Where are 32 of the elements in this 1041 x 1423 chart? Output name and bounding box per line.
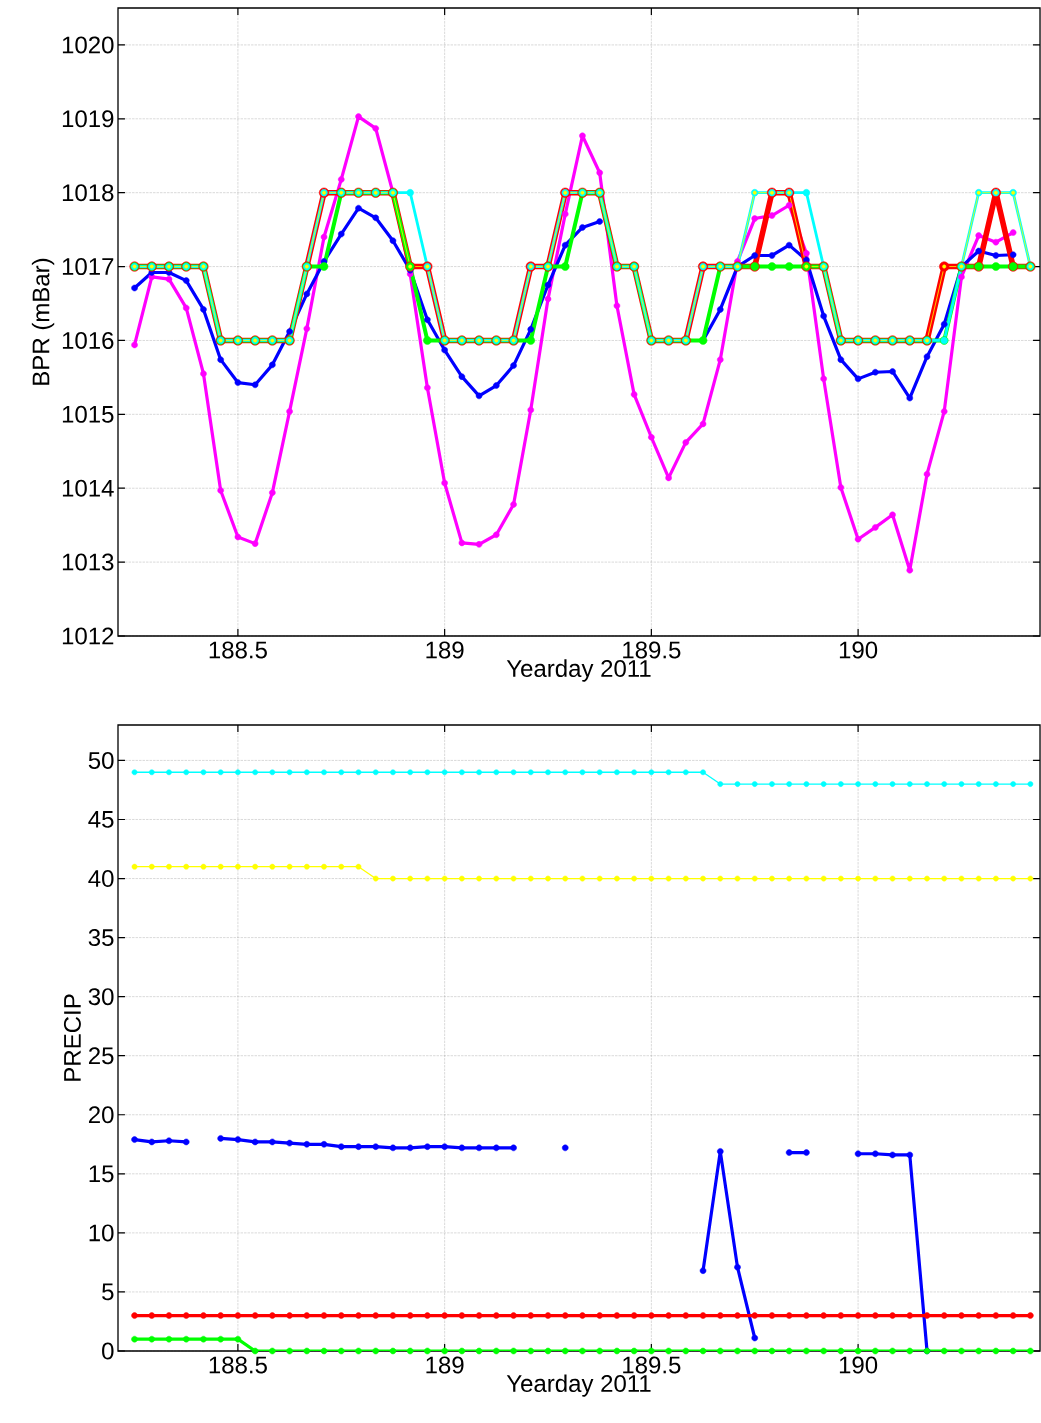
y-tick-label: 1019 <box>62 110 114 128</box>
x-tick-label: 189.5 <box>623 1356 681 1374</box>
x-tick-label: 190 <box>839 641 878 659</box>
x-tick-label: 188.5 <box>209 641 267 659</box>
y-tick-label: 0 <box>102 1342 114 1360</box>
y-tick-label: 1017 <box>62 258 114 276</box>
y-tick-label: 10 <box>89 1224 114 1242</box>
y-tick-label: 20 <box>88 1106 114 1124</box>
y-tick-label: 15 <box>89 1165 114 1183</box>
y-tick-label: 1014 <box>62 479 114 497</box>
x-axis-title: Yearday 2011 <box>506 659 651 682</box>
y-axis-title: BPR (mBar) <box>31 258 55 385</box>
y-tick-label: 50 <box>88 751 114 769</box>
y-tick-label: 1012 <box>62 627 114 645</box>
x-axis-title: Yearday 2011 <box>506 1374 651 1397</box>
y-tick-label: 1015 <box>62 405 114 423</box>
x-tick-label: 189 <box>426 641 464 659</box>
y-tick-label: 5 <box>102 1283 114 1301</box>
y-tick-label: 1016 <box>62 331 114 349</box>
y-tick-label: 40 <box>88 870 114 888</box>
y-tick-label: 45 <box>88 811 114 828</box>
x-tick-label: 190 <box>839 1356 878 1374</box>
y-tick-label: 1018 <box>62 184 114 202</box>
x-tick-label: 189 <box>426 1356 464 1374</box>
x-tick-label: 189.5 <box>623 641 681 659</box>
y-axis-title: PRECIP <box>63 994 81 1081</box>
y-tick-label: 25 <box>88 1047 114 1065</box>
y-tick-label: 1013 <box>62 553 114 571</box>
x-tick-label: 188.5 <box>209 1356 267 1374</box>
y-tick-label: 1020 <box>62 36 114 54</box>
y-tick-label: 35 <box>88 929 114 947</box>
y-tick-label: 30 <box>88 988 114 1006</box>
